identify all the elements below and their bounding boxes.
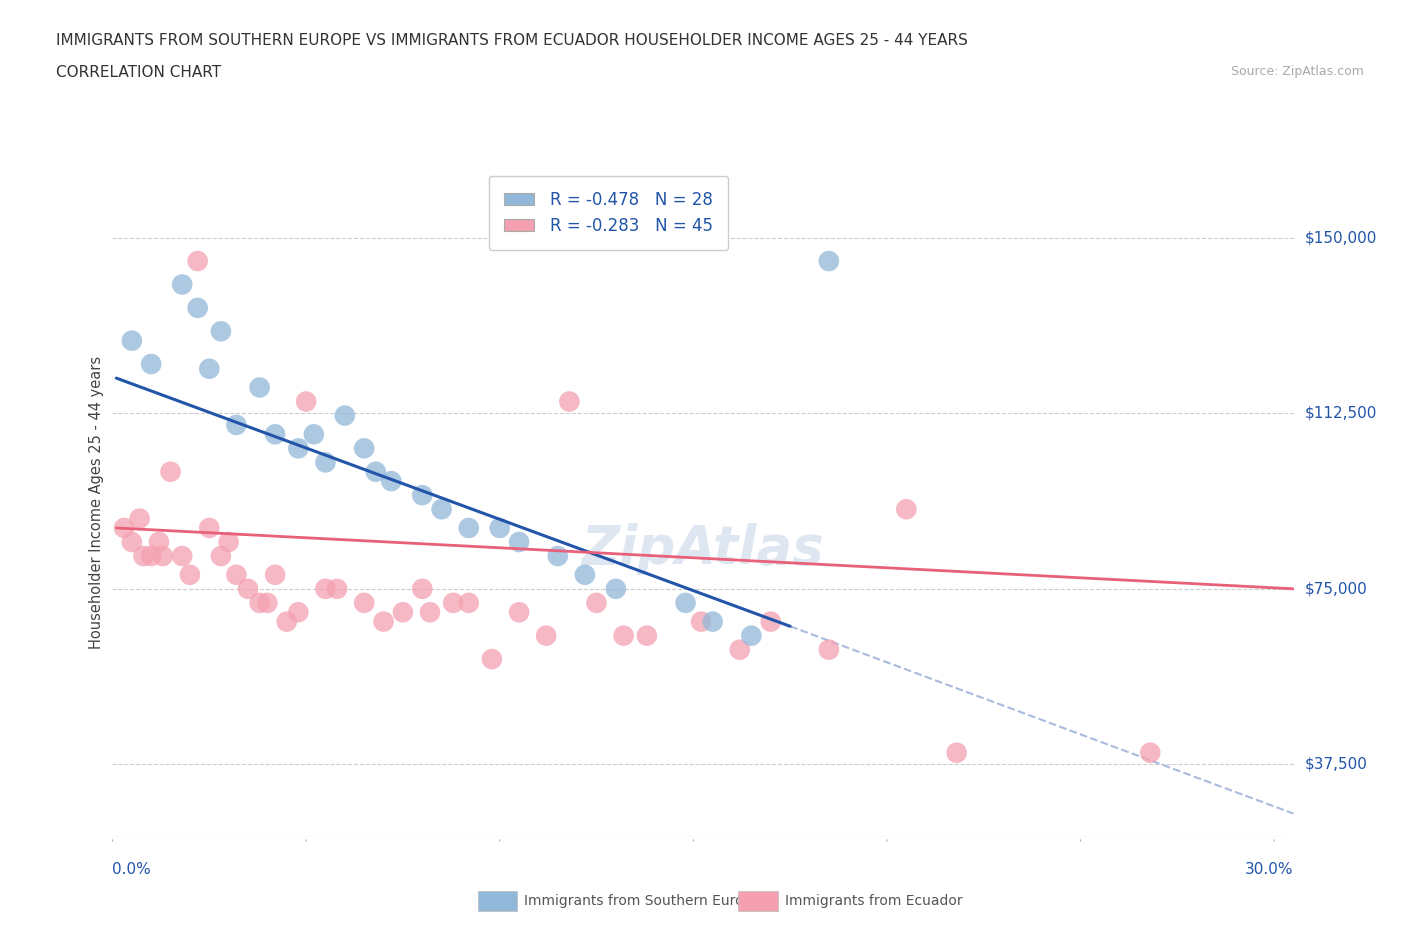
Point [547, 549, 569, 564]
Point [276, 614, 298, 629]
Point [264, 427, 287, 442]
Y-axis label: Householder Income Ages 25 - 44 years: Householder Income Ages 25 - 44 years [89, 355, 104, 649]
Point [121, 333, 143, 348]
Point [256, 595, 278, 610]
Point [225, 567, 247, 582]
Point [287, 604, 309, 619]
Text: Immigrants from Southern Europe: Immigrants from Southern Europe [524, 894, 762, 909]
Point [585, 595, 607, 610]
Point [945, 745, 967, 760]
Point [264, 567, 287, 582]
Point [172, 277, 194, 292]
Point [896, 502, 918, 517]
Point [112, 521, 135, 536]
Point [179, 567, 201, 582]
Point [187, 300, 209, 315]
Point [690, 614, 713, 629]
Point [302, 427, 325, 442]
Point [198, 362, 221, 377]
Point [225, 418, 247, 432]
Text: $112,500: $112,500 [1305, 405, 1376, 420]
Point [419, 604, 441, 619]
Point [1139, 745, 1161, 760]
Point [574, 567, 596, 582]
Point [172, 549, 194, 564]
Point [605, 581, 627, 596]
Point [702, 614, 724, 629]
Point [141, 549, 163, 564]
Point [508, 604, 530, 619]
Point [373, 614, 395, 629]
Point [457, 595, 479, 610]
Point [249, 380, 271, 395]
Text: CORRELATION CHART: CORRELATION CHART [56, 65, 221, 80]
Text: 0.0%: 0.0% [112, 862, 152, 877]
Point [218, 535, 240, 550]
Point [249, 595, 271, 610]
Text: $75,000: $75,000 [1305, 581, 1368, 596]
Point [198, 521, 221, 536]
Point [392, 604, 415, 619]
Text: IMMIGRANTS FROM SOUTHERN EUROPE VS IMMIGRANTS FROM ECUADOR HOUSEHOLDER INCOME AG: IMMIGRANTS FROM SOUTHERN EUROPE VS IMMIG… [56, 33, 969, 47]
Point [508, 535, 530, 550]
Point [187, 254, 209, 269]
Text: $37,500: $37,500 [1305, 757, 1368, 772]
Point [636, 628, 658, 643]
Point [675, 595, 697, 610]
Point [333, 408, 356, 423]
Text: $150,000: $150,000 [1305, 230, 1376, 246]
Point [380, 473, 402, 488]
Point [152, 549, 174, 564]
Point [209, 549, 232, 564]
Point [411, 487, 433, 502]
Point [759, 614, 782, 629]
Point [411, 581, 433, 596]
Text: ZipAtlas: ZipAtlas [582, 523, 824, 575]
Point [121, 535, 143, 550]
Point [209, 324, 232, 339]
Point [534, 628, 557, 643]
Point [818, 254, 841, 269]
Point [132, 549, 155, 564]
Text: Immigrants from Ecuador: Immigrants from Ecuador [785, 894, 962, 909]
Point [481, 652, 503, 667]
Point [740, 628, 762, 643]
Point [141, 356, 163, 371]
Legend: R = -0.478   N = 28, R = -0.283   N = 45: R = -0.478 N = 28, R = -0.283 N = 45 [489, 176, 728, 250]
Point [287, 441, 309, 456]
Point [457, 521, 479, 536]
Point [295, 394, 318, 409]
Point [159, 464, 181, 479]
Point [148, 535, 170, 550]
Point [558, 394, 581, 409]
Text: 30.0%: 30.0% [1246, 862, 1294, 877]
Point [326, 581, 349, 596]
Point [430, 502, 453, 517]
Point [353, 595, 375, 610]
Text: Source: ZipAtlas.com: Source: ZipAtlas.com [1230, 65, 1364, 78]
Point [818, 643, 841, 658]
Point [353, 441, 375, 456]
Point [314, 581, 336, 596]
Point [441, 595, 464, 610]
Point [314, 455, 336, 470]
Point [128, 512, 150, 526]
Point [364, 464, 387, 479]
Point [236, 581, 259, 596]
Point [488, 521, 510, 536]
Point [728, 643, 751, 658]
Point [613, 628, 636, 643]
